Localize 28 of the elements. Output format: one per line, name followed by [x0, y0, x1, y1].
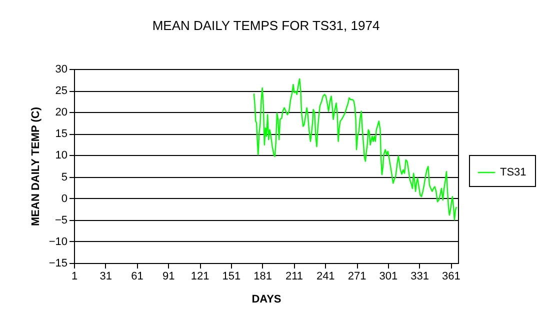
x-tick-label: 31: [100, 270, 112, 282]
x-tick-label: 361: [442, 270, 460, 282]
x-tick-label: 241: [316, 270, 335, 282]
y-axis-title: MEAN DAILY TEMP (C): [30, 106, 42, 226]
x-tick-label: 151: [222, 270, 241, 282]
y-tick-label: 15: [55, 128, 68, 140]
line-series: [253, 78, 458, 220]
x-tick-label: 91: [162, 270, 175, 282]
y-tick-label: −10: [48, 236, 68, 248]
y-tick-label: 0: [61, 192, 68, 205]
y-tick-label: 5: [61, 171, 68, 184]
x-tick-label: 61: [131, 270, 144, 282]
x-tick-label: 181: [254, 270, 272, 282]
x-tick-label: 271: [348, 270, 366, 282]
x-axis-title: DAYS: [252, 294, 282, 306]
y-tick-label: −5: [54, 214, 68, 226]
x-tick-label: 1: [71, 270, 78, 282]
x-tick-label: 211: [285, 270, 303, 282]
x-tick-label: 121: [190, 270, 210, 282]
y-tick-label: 25: [55, 85, 68, 98]
y-tick-label: 10: [55, 150, 68, 162]
x-tick-label: 301: [379, 270, 398, 282]
legend-label: TS31: [500, 166, 526, 178]
y-tick-label: 20: [55, 106, 68, 119]
x-tick-label: 331: [410, 270, 429, 282]
y-tick-label: −15: [48, 258, 68, 270]
y-tick-label: 30: [55, 64, 68, 76]
chart-title: MEAN DAILY TEMPS FOR TS31, 1974: [152, 18, 380, 33]
